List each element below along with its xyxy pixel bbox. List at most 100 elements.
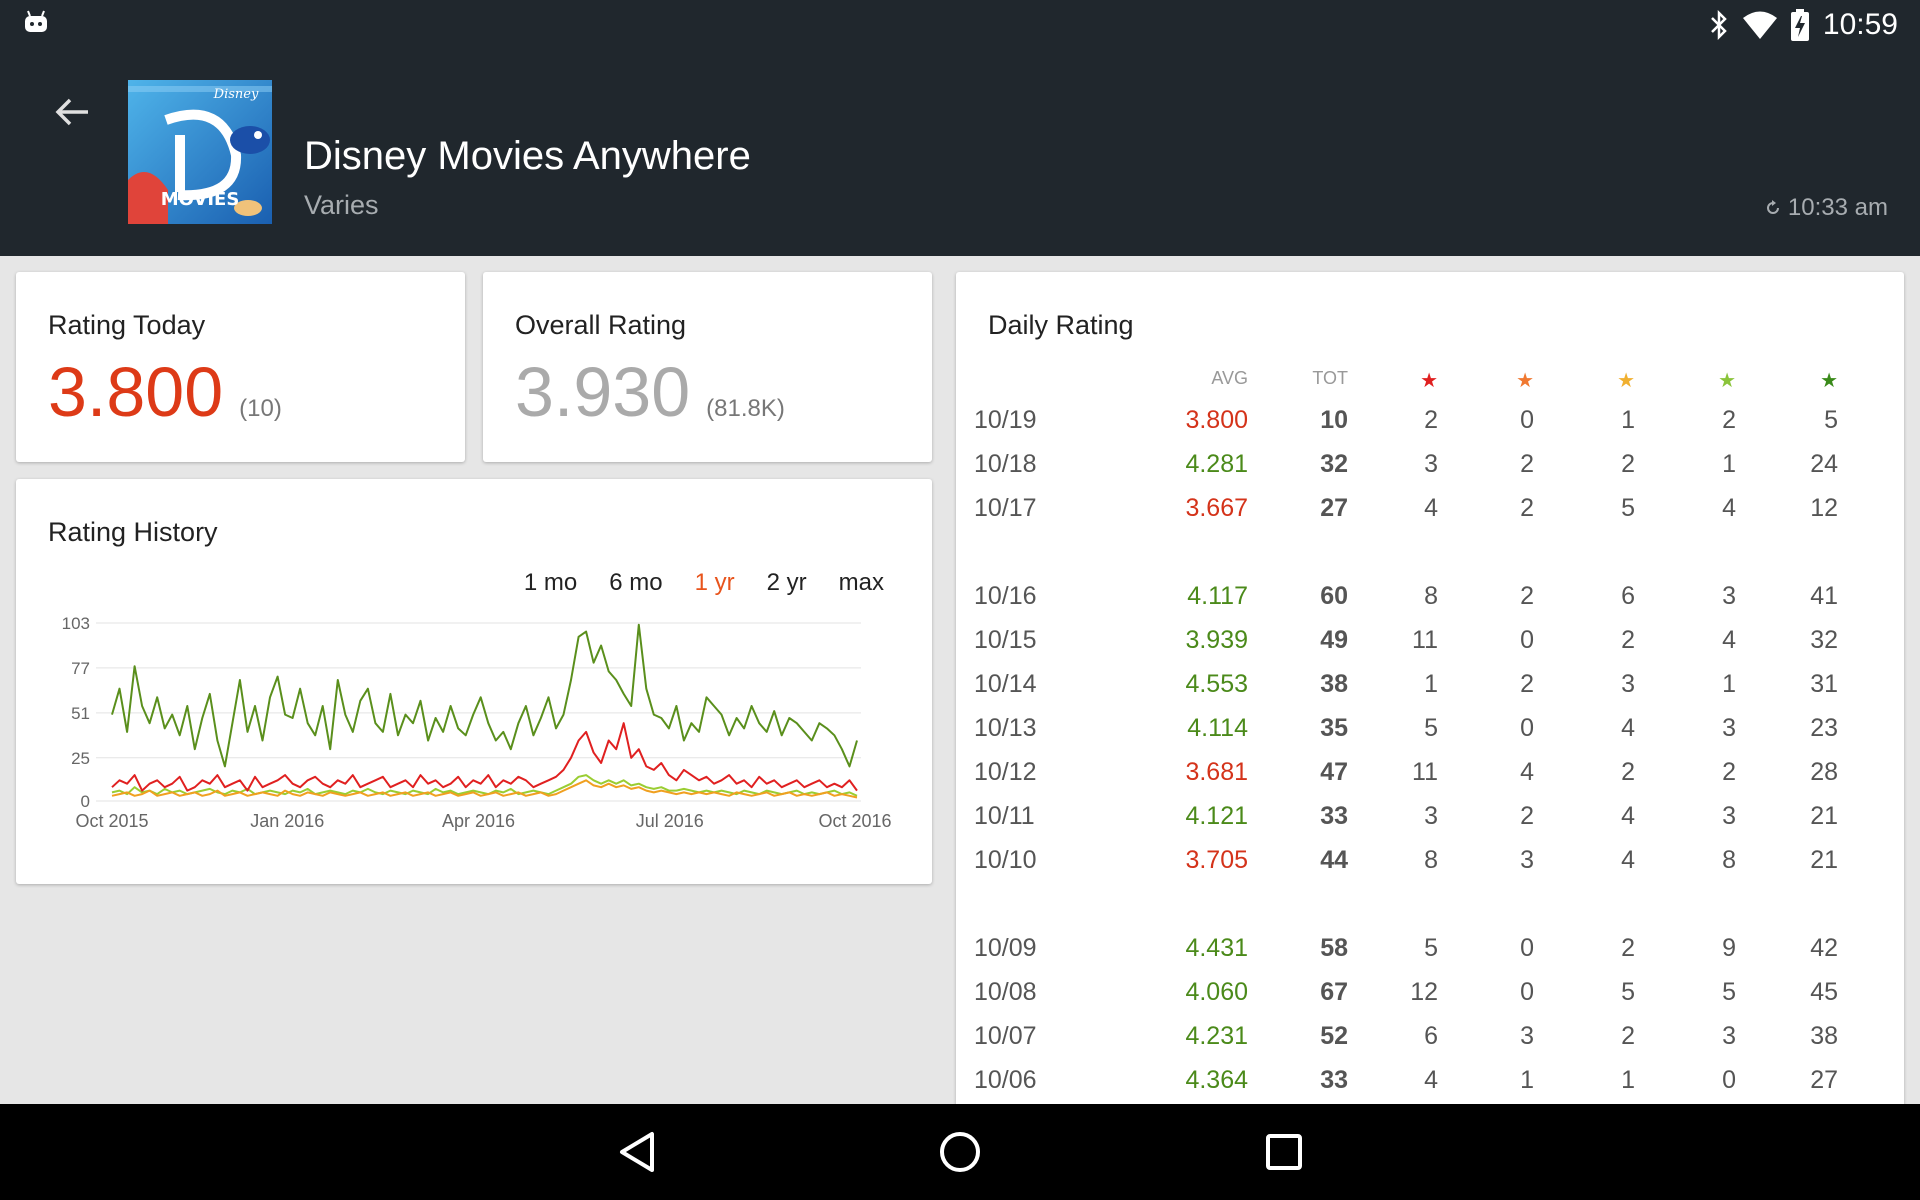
cell-avg: 4.553 xyxy=(1185,670,1248,698)
cell-avg: 3.800 xyxy=(1185,406,1248,434)
y-tick-label: 0 xyxy=(81,792,90,811)
table-row: 10/09 4.431 58 5 0 2 9 42 xyxy=(956,926,1904,970)
range-1-yr[interactable]: 1 yr xyxy=(694,569,735,596)
cell-avg: 4.431 xyxy=(1185,934,1248,962)
table-row: 10/10 3.705 44 8 3 4 8 21 xyxy=(956,838,1904,882)
app-header: MOVIES Disney Disney Movies Anywhere Var… xyxy=(0,50,1920,256)
cell-date: 10/12 xyxy=(974,758,1037,786)
recents-nav-icon[interactable] xyxy=(1258,1126,1310,1178)
bluetooth-icon xyxy=(1711,10,1727,40)
cell-date: 10/09 xyxy=(974,934,1037,962)
cell-tot: 27 xyxy=(1320,494,1348,522)
cell-s5: 31 xyxy=(1810,670,1838,698)
cell-date: 10/06 xyxy=(974,1066,1037,1094)
cell-tot: 33 xyxy=(1320,1066,1348,1094)
status-bar: 10:59 xyxy=(0,0,1920,50)
cell-s1: 3 xyxy=(1424,450,1438,478)
rating-history-chart: 0 25 51 77 103 Oct 2015 Jan 2016 Apr 2016 Jul 20… xyxy=(62,614,892,831)
cell-s2: 3 xyxy=(1520,846,1534,874)
range-selector: 1 mo 6 mo 1 yr 2 yr max xyxy=(524,569,884,597)
table-row: 10/19 3.800 10 2 0 1 2 5 xyxy=(956,398,1904,442)
table-row: 10/17 3.667 27 4 2 5 4 12 xyxy=(956,486,1904,530)
overall-rating-title: Overall Rating xyxy=(515,310,687,340)
cell-tot: 10 xyxy=(1320,406,1348,434)
cell-s3: 2 xyxy=(1621,758,1635,786)
back-arrow-icon[interactable] xyxy=(50,90,94,134)
cell-s2: 0 xyxy=(1520,934,1534,962)
svg-text:MOVIES: MOVIES xyxy=(161,189,240,210)
cell-s1: 8 xyxy=(1424,582,1438,610)
cell-date: 10/11 xyxy=(974,802,1035,830)
cell-s4: 3 xyxy=(1722,802,1736,830)
table-row: 10/08 4.060 67 12 0 5 5 45 xyxy=(956,970,1904,1014)
navigation-bar xyxy=(0,1104,1920,1200)
range-2-yr[interactable]: 2 yr xyxy=(766,569,807,596)
series-line xyxy=(111,779,858,799)
x-tick-label: Jan 2016 xyxy=(250,811,324,831)
battery-charging-icon xyxy=(1790,9,1809,41)
tot-header: TOT xyxy=(1312,368,1348,388)
cell-date: 10/19 xyxy=(974,406,1037,434)
range-1-mo[interactable]: 1 mo xyxy=(523,569,578,596)
cell-s1: 12 xyxy=(1410,978,1438,1006)
cell-s1: 2 xyxy=(1424,406,1438,434)
cell-date: 10/08 xyxy=(974,978,1037,1006)
table-row: 10/11 4.121 33 3 2 4 3 21 xyxy=(956,794,1904,838)
range-max[interactable]: max xyxy=(838,569,884,596)
android-robot-icon xyxy=(25,10,47,32)
cell-s1: 4 xyxy=(1424,494,1438,522)
table-row: 10/06 4.364 33 4 1 1 0 27 xyxy=(956,1058,1904,1102)
table-row: 10/12 3.681 47 11 4 2 2 28 xyxy=(956,750,1904,794)
cell-s4: 0 xyxy=(1722,1066,1736,1094)
cell-s3: 2 xyxy=(1621,1022,1635,1050)
table-row: 10/16 4.117 60 8 2 6 3 41 xyxy=(956,574,1904,618)
cell-s3: 4 xyxy=(1621,846,1635,874)
cell-tot: 33 xyxy=(1320,802,1348,830)
status-clock: 10:59 xyxy=(1822,8,1898,41)
cell-s3: 5 xyxy=(1621,978,1635,1006)
back-nav-icon[interactable] xyxy=(612,1126,664,1178)
cell-s4: 2 xyxy=(1722,758,1736,786)
rating-history-title: Rating History xyxy=(48,517,218,547)
cell-s4: 1 xyxy=(1722,450,1736,478)
cell-s4: 3 xyxy=(1722,582,1736,610)
y-tick-label: 51 xyxy=(71,704,90,723)
cell-s1: 11 xyxy=(1412,626,1438,654)
cell-avg: 4.364 xyxy=(1185,1066,1248,1094)
cell-s2: 4 xyxy=(1520,758,1534,786)
cell-s2: 2 xyxy=(1520,802,1534,830)
cell-s1: 8 xyxy=(1424,846,1438,874)
star-1-icon: ★ xyxy=(1420,370,1438,392)
cell-avg: 4.281 xyxy=(1185,450,1248,478)
table-row: 10/18 4.281 32 3 2 2 1 24 xyxy=(956,442,1904,486)
series-line xyxy=(111,623,858,768)
cell-s4: 4 xyxy=(1722,494,1736,522)
x-tick-label: Oct 2016 xyxy=(818,811,891,831)
cell-s3: 4 xyxy=(1621,802,1635,830)
cell-tot: 49 xyxy=(1320,626,1348,654)
cell-s5: 45 xyxy=(1810,978,1838,1006)
cell-date: 10/07 xyxy=(974,1022,1037,1050)
refresh-icon xyxy=(1766,200,1779,214)
cell-s2: 0 xyxy=(1520,626,1534,654)
cell-date: 10/10 xyxy=(974,846,1037,874)
range-6-mo[interactable]: 6 mo xyxy=(609,569,663,596)
cell-tot: 38 xyxy=(1320,670,1348,698)
cell-s5: 21 xyxy=(1810,846,1838,874)
avg-header: AVG xyxy=(1211,368,1248,388)
cell-s1: 6 xyxy=(1424,1022,1438,1050)
cell-s5: 23 xyxy=(1810,714,1838,742)
cell-s5: 12 xyxy=(1810,494,1838,522)
cell-s1: 3 xyxy=(1424,802,1438,830)
x-tick-label: Jul 2016 xyxy=(636,811,704,831)
cell-s4: 1 xyxy=(1722,670,1736,698)
series-line xyxy=(111,722,858,792)
cell-s4: 8 xyxy=(1722,846,1736,874)
cell-s3: 2 xyxy=(1621,934,1635,962)
wifi-icon xyxy=(1742,11,1777,39)
home-nav-icon[interactable] xyxy=(934,1126,986,1178)
daily-rating-card: Daily Rating AVG TOT ★ ★ ★ ★ ★ 10/19 3.80… xyxy=(956,272,1904,1200)
cell-s2: 2 xyxy=(1520,494,1534,522)
daily-rating-header: AVG TOT ★ ★ ★ ★ ★ xyxy=(956,368,1904,398)
cell-s2: 2 xyxy=(1520,670,1534,698)
